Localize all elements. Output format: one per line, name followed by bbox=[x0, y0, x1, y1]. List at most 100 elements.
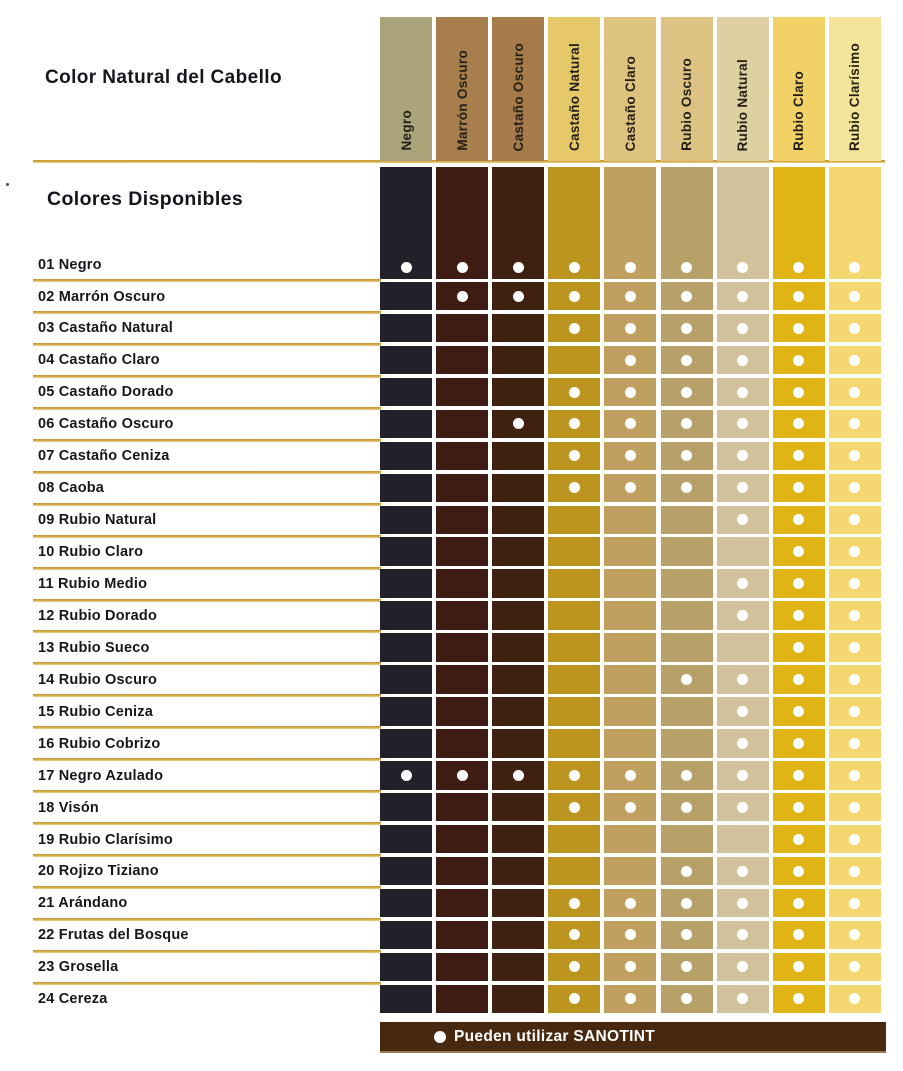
grid-cell bbox=[828, 633, 881, 662]
compat-dot bbox=[793, 769, 805, 781]
grid-cell bbox=[828, 601, 881, 630]
compat-dot bbox=[737, 737, 749, 749]
compat-dot bbox=[512, 418, 524, 430]
grid-cell bbox=[660, 888, 713, 918]
grid-cell bbox=[772, 952, 825, 982]
compat-dot bbox=[624, 290, 636, 302]
grid-cell bbox=[828, 505, 881, 535]
grid-cell bbox=[548, 920, 601, 950]
grid-cell bbox=[436, 377, 489, 407]
grid-cell bbox=[548, 377, 601, 407]
column-header: Negro bbox=[380, 17, 432, 161]
grid-cell bbox=[604, 633, 657, 662]
compat-dot bbox=[793, 578, 805, 590]
compat-dot bbox=[456, 769, 468, 781]
grid-cell bbox=[772, 166, 825, 279]
grid-cell bbox=[828, 952, 881, 982]
compat-dot bbox=[793, 514, 805, 526]
compat-dot bbox=[849, 450, 861, 462]
grid-cell bbox=[604, 665, 657, 694]
compat-dot bbox=[849, 961, 861, 973]
row-label: 10 Rubio Claro bbox=[38, 544, 144, 561]
compat-dot bbox=[849, 833, 861, 845]
grid-cell bbox=[828, 537, 881, 566]
compat-dot bbox=[568, 769, 580, 781]
grid-cell bbox=[828, 345, 881, 375]
grid-cell bbox=[660, 729, 713, 758]
row-label: 04 Castaño Claro bbox=[38, 352, 160, 369]
grid-cell bbox=[772, 601, 825, 630]
grid-cell bbox=[828, 377, 881, 407]
row-underline bbox=[33, 438, 381, 442]
grid-cell bbox=[436, 824, 489, 854]
grid-cell bbox=[380, 473, 432, 503]
grid-cell bbox=[604, 569, 657, 598]
column-header: Rubio Oscuro bbox=[660, 17, 713, 161]
grid-cell bbox=[380, 537, 432, 566]
compat-dot bbox=[793, 322, 805, 334]
grid-cell bbox=[660, 824, 713, 854]
grid-cell bbox=[716, 601, 769, 630]
period-mark bbox=[6, 183, 9, 186]
grid-cell bbox=[380, 984, 432, 1014]
compat-dot bbox=[568, 993, 580, 1005]
compat-dot bbox=[737, 450, 749, 462]
grid-cell bbox=[772, 697, 825, 726]
grid-cell bbox=[436, 633, 489, 662]
grid-cell bbox=[660, 345, 713, 375]
column-header-label: Marrón Oscuro bbox=[454, 50, 470, 151]
grid-cell bbox=[492, 569, 545, 598]
compat-dot bbox=[568, 322, 580, 334]
compat-dot bbox=[793, 482, 805, 494]
column-header-label: Negro bbox=[398, 110, 414, 151]
grid-cell bbox=[380, 665, 432, 694]
grid-cell bbox=[660, 952, 713, 982]
row-underline bbox=[33, 630, 381, 634]
grid-cell bbox=[548, 856, 601, 886]
compat-dot bbox=[681, 290, 692, 302]
compat-dot bbox=[624, 897, 636, 909]
grid-cell bbox=[772, 856, 825, 886]
grid-cell bbox=[772, 409, 825, 439]
compat-dot bbox=[793, 261, 805, 273]
grid-cell bbox=[716, 697, 769, 726]
row-label: 16 Rubio Cobrizo bbox=[38, 735, 161, 752]
grid-cell bbox=[772, 665, 825, 694]
compat-dot bbox=[681, 993, 692, 1005]
grid-cell bbox=[380, 377, 432, 407]
grid-cell bbox=[548, 505, 601, 535]
column-header-label: Castaño Claro bbox=[622, 55, 638, 151]
grid-cell bbox=[436, 441, 489, 471]
compat-dot bbox=[681, 482, 692, 494]
compat-dot bbox=[849, 418, 861, 430]
compat-dot bbox=[793, 290, 805, 302]
compat-dot bbox=[737, 673, 749, 685]
row-label: 08 Caoba bbox=[38, 480, 105, 497]
grid-cell bbox=[436, 601, 489, 630]
grid-cell bbox=[548, 601, 601, 630]
row-underline bbox=[33, 726, 381, 730]
row-label: 22 Frutas del Bosque bbox=[38, 927, 189, 944]
grid-cell bbox=[828, 281, 881, 311]
grid-cell bbox=[772, 505, 825, 535]
row-underline bbox=[33, 502, 381, 506]
grid-cell bbox=[380, 856, 432, 886]
grid-cell bbox=[772, 824, 825, 854]
grid-cell bbox=[436, 920, 489, 950]
grid-cell bbox=[604, 824, 657, 854]
grid-cell bbox=[660, 505, 713, 535]
grid-cell bbox=[548, 537, 601, 566]
compat-dot bbox=[849, 290, 861, 302]
column-header: Castaño Oscuro bbox=[492, 17, 545, 161]
compat-dot bbox=[849, 482, 861, 494]
grid-cell bbox=[548, 761, 601, 790]
column-header-label: Rubio Oscuro bbox=[679, 58, 694, 151]
grid-cell bbox=[716, 984, 769, 1014]
row-label: 15 Rubio Ceniza bbox=[38, 703, 153, 720]
grid-cell bbox=[604, 729, 657, 758]
grid-cell bbox=[492, 920, 545, 950]
compat-dot bbox=[737, 769, 749, 781]
grid-cell bbox=[660, 665, 713, 694]
compat-dot bbox=[737, 418, 749, 430]
compat-dot bbox=[568, 290, 580, 302]
